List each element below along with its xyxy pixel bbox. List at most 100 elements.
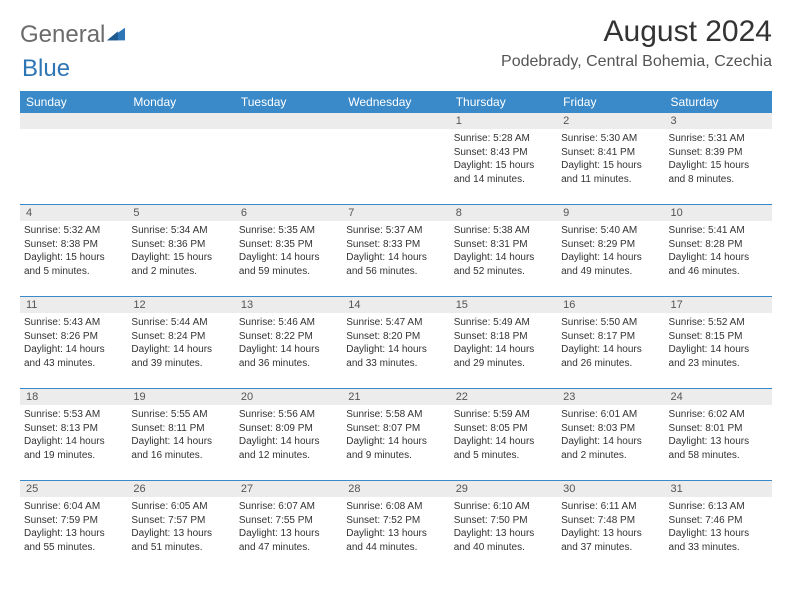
- calendar-week-row: 11Sunrise: 5:43 AMSunset: 8:26 PMDayligh…: [20, 297, 772, 389]
- day-number: 26: [127, 481, 234, 497]
- logo-text-blue: Blue: [22, 55, 70, 82]
- calendar-day-cell: 11Sunrise: 5:43 AMSunset: 8:26 PMDayligh…: [20, 297, 127, 389]
- calendar-day-cell: 10Sunrise: 5:41 AMSunset: 8:28 PMDayligh…: [665, 205, 772, 297]
- calendar-day-cell: [235, 113, 342, 205]
- day-number: 1: [450, 113, 557, 129]
- day-number: 17: [665, 297, 772, 313]
- weekday-header: Monday: [127, 92, 234, 113]
- location-text: Podebrady, Central Bohemia, Czechia: [501, 53, 772, 71]
- day-details: Sunrise: 6:11 AMSunset: 7:48 PMDaylight:…: [557, 497, 664, 557]
- day-number: 22: [450, 389, 557, 405]
- day-number: 25: [20, 481, 127, 497]
- day-details: Sunrise: 6:04 AMSunset: 7:59 PMDaylight:…: [20, 497, 127, 557]
- day-details: Sunrise: 5:55 AMSunset: 8:11 PMDaylight:…: [127, 405, 234, 465]
- day-number: 20: [235, 389, 342, 405]
- logo-triangle-icon: [107, 26, 125, 44]
- day-details: [235, 129, 342, 135]
- calendar-day-cell: 28Sunrise: 6:08 AMSunset: 7:52 PMDayligh…: [342, 481, 449, 573]
- calendar-day-cell: 12Sunrise: 5:44 AMSunset: 8:24 PMDayligh…: [127, 297, 234, 389]
- day-number: 5: [127, 205, 234, 221]
- calendar-day-cell: 23Sunrise: 6:01 AMSunset: 8:03 PMDayligh…: [557, 389, 664, 481]
- calendar-day-cell: 30Sunrise: 6:11 AMSunset: 7:48 PMDayligh…: [557, 481, 664, 573]
- calendar-day-cell: 13Sunrise: 5:46 AMSunset: 8:22 PMDayligh…: [235, 297, 342, 389]
- day-details: Sunrise: 5:53 AMSunset: 8:13 PMDaylight:…: [20, 405, 127, 465]
- day-number: 29: [450, 481, 557, 497]
- day-details: Sunrise: 6:02 AMSunset: 8:01 PMDaylight:…: [665, 405, 772, 465]
- day-details: Sunrise: 6:10 AMSunset: 7:50 PMDaylight:…: [450, 497, 557, 557]
- calendar-day-cell: 22Sunrise: 5:59 AMSunset: 8:05 PMDayligh…: [450, 389, 557, 481]
- calendar-day-cell: 24Sunrise: 6:02 AMSunset: 8:01 PMDayligh…: [665, 389, 772, 481]
- day-details: Sunrise: 5:35 AMSunset: 8:35 PMDaylight:…: [235, 221, 342, 281]
- calendar-page: General August 2024 Podebrady, Central B…: [0, 0, 792, 588]
- day-details: Sunrise: 5:31 AMSunset: 8:39 PMDaylight:…: [665, 129, 772, 189]
- calendar-day-cell: 21Sunrise: 5:58 AMSunset: 8:07 PMDayligh…: [342, 389, 449, 481]
- day-details: Sunrise: 5:59 AMSunset: 8:05 PMDaylight:…: [450, 405, 557, 465]
- day-details: Sunrise: 6:13 AMSunset: 7:46 PMDaylight:…: [665, 497, 772, 557]
- day-number: 15: [450, 297, 557, 313]
- day-details: Sunrise: 5:32 AMSunset: 8:38 PMDaylight:…: [20, 221, 127, 281]
- calendar-day-cell: 15Sunrise: 5:49 AMSunset: 8:18 PMDayligh…: [450, 297, 557, 389]
- day-details: Sunrise: 5:47 AMSunset: 8:20 PMDaylight:…: [342, 313, 449, 373]
- day-details: Sunrise: 5:56 AMSunset: 8:09 PMDaylight:…: [235, 405, 342, 465]
- calendar-day-cell: [342, 113, 449, 205]
- weekday-header: Wednesday: [342, 92, 449, 113]
- calendar-day-cell: [20, 113, 127, 205]
- calendar-day-cell: 29Sunrise: 6:10 AMSunset: 7:50 PMDayligh…: [450, 481, 557, 573]
- day-details: Sunrise: 5:38 AMSunset: 8:31 PMDaylight:…: [450, 221, 557, 281]
- calendar-week-row: 18Sunrise: 5:53 AMSunset: 8:13 PMDayligh…: [20, 389, 772, 481]
- day-number: 23: [557, 389, 664, 405]
- day-number: [20, 113, 127, 129]
- calendar-day-cell: 4Sunrise: 5:32 AMSunset: 8:38 PMDaylight…: [20, 205, 127, 297]
- weekday-header: Saturday: [665, 92, 772, 113]
- calendar-day-cell: 20Sunrise: 5:56 AMSunset: 8:09 PMDayligh…: [235, 389, 342, 481]
- day-details: Sunrise: 5:58 AMSunset: 8:07 PMDaylight:…: [342, 405, 449, 465]
- day-number: 21: [342, 389, 449, 405]
- weekday-header: Sunday: [20, 92, 127, 113]
- day-details: Sunrise: 5:34 AMSunset: 8:36 PMDaylight:…: [127, 221, 234, 281]
- day-number: 3: [665, 113, 772, 129]
- day-details: Sunrise: 6:05 AMSunset: 7:57 PMDaylight:…: [127, 497, 234, 557]
- day-details: Sunrise: 6:07 AMSunset: 7:55 PMDaylight:…: [235, 497, 342, 557]
- day-details: Sunrise: 5:44 AMSunset: 8:24 PMDaylight:…: [127, 313, 234, 373]
- day-details: Sunrise: 5:41 AMSunset: 8:28 PMDaylight:…: [665, 221, 772, 281]
- calendar-day-cell: [127, 113, 234, 205]
- day-number: [235, 113, 342, 129]
- calendar-day-cell: 26Sunrise: 6:05 AMSunset: 7:57 PMDayligh…: [127, 481, 234, 573]
- calendar-day-cell: 3Sunrise: 5:31 AMSunset: 8:39 PMDaylight…: [665, 113, 772, 205]
- calendar-day-cell: 27Sunrise: 6:07 AMSunset: 7:55 PMDayligh…: [235, 481, 342, 573]
- calendar-week-row: 1Sunrise: 5:28 AMSunset: 8:43 PMDaylight…: [20, 113, 772, 205]
- day-details: Sunrise: 5:43 AMSunset: 8:26 PMDaylight:…: [20, 313, 127, 373]
- day-number: 19: [127, 389, 234, 405]
- calendar-day-cell: 7Sunrise: 5:37 AMSunset: 8:33 PMDaylight…: [342, 205, 449, 297]
- logo-text-general: General: [20, 21, 105, 49]
- weekday-header: Tuesday: [235, 92, 342, 113]
- day-number: 27: [235, 481, 342, 497]
- day-details: Sunrise: 6:08 AMSunset: 7:52 PMDaylight:…: [342, 497, 449, 557]
- day-details: Sunrise: 5:52 AMSunset: 8:15 PMDaylight:…: [665, 313, 772, 373]
- day-number: [127, 113, 234, 129]
- day-details: [20, 129, 127, 135]
- day-number: 16: [557, 297, 664, 313]
- day-details: Sunrise: 5:50 AMSunset: 8:17 PMDaylight:…: [557, 313, 664, 373]
- day-details: Sunrise: 5:28 AMSunset: 8:43 PMDaylight:…: [450, 129, 557, 189]
- day-number: 11: [20, 297, 127, 313]
- day-details: Sunrise: 5:37 AMSunset: 8:33 PMDaylight:…: [342, 221, 449, 281]
- month-title: August 2024: [501, 15, 772, 49]
- day-number: 7: [342, 205, 449, 221]
- day-details: Sunrise: 6:01 AMSunset: 8:03 PMDaylight:…: [557, 405, 664, 465]
- calendar-day-cell: 8Sunrise: 5:38 AMSunset: 8:31 PMDaylight…: [450, 205, 557, 297]
- calendar-table: Sunday Monday Tuesday Wednesday Thursday…: [20, 91, 772, 573]
- day-details: [127, 129, 234, 135]
- day-details: Sunrise: 5:30 AMSunset: 8:41 PMDaylight:…: [557, 129, 664, 189]
- day-number: 12: [127, 297, 234, 313]
- day-details: Sunrise: 5:46 AMSunset: 8:22 PMDaylight:…: [235, 313, 342, 373]
- day-details: [342, 129, 449, 135]
- day-number: 18: [20, 389, 127, 405]
- day-number: 30: [557, 481, 664, 497]
- title-block: August 2024 Podebrady, Central Bohemia, …: [501, 15, 772, 71]
- calendar-week-row: 25Sunrise: 6:04 AMSunset: 7:59 PMDayligh…: [20, 481, 772, 573]
- calendar-week-row: 4Sunrise: 5:32 AMSunset: 8:38 PMDaylight…: [20, 205, 772, 297]
- day-number: 14: [342, 297, 449, 313]
- calendar-day-cell: 18Sunrise: 5:53 AMSunset: 8:13 PMDayligh…: [20, 389, 127, 481]
- calendar-day-cell: 9Sunrise: 5:40 AMSunset: 8:29 PMDaylight…: [557, 205, 664, 297]
